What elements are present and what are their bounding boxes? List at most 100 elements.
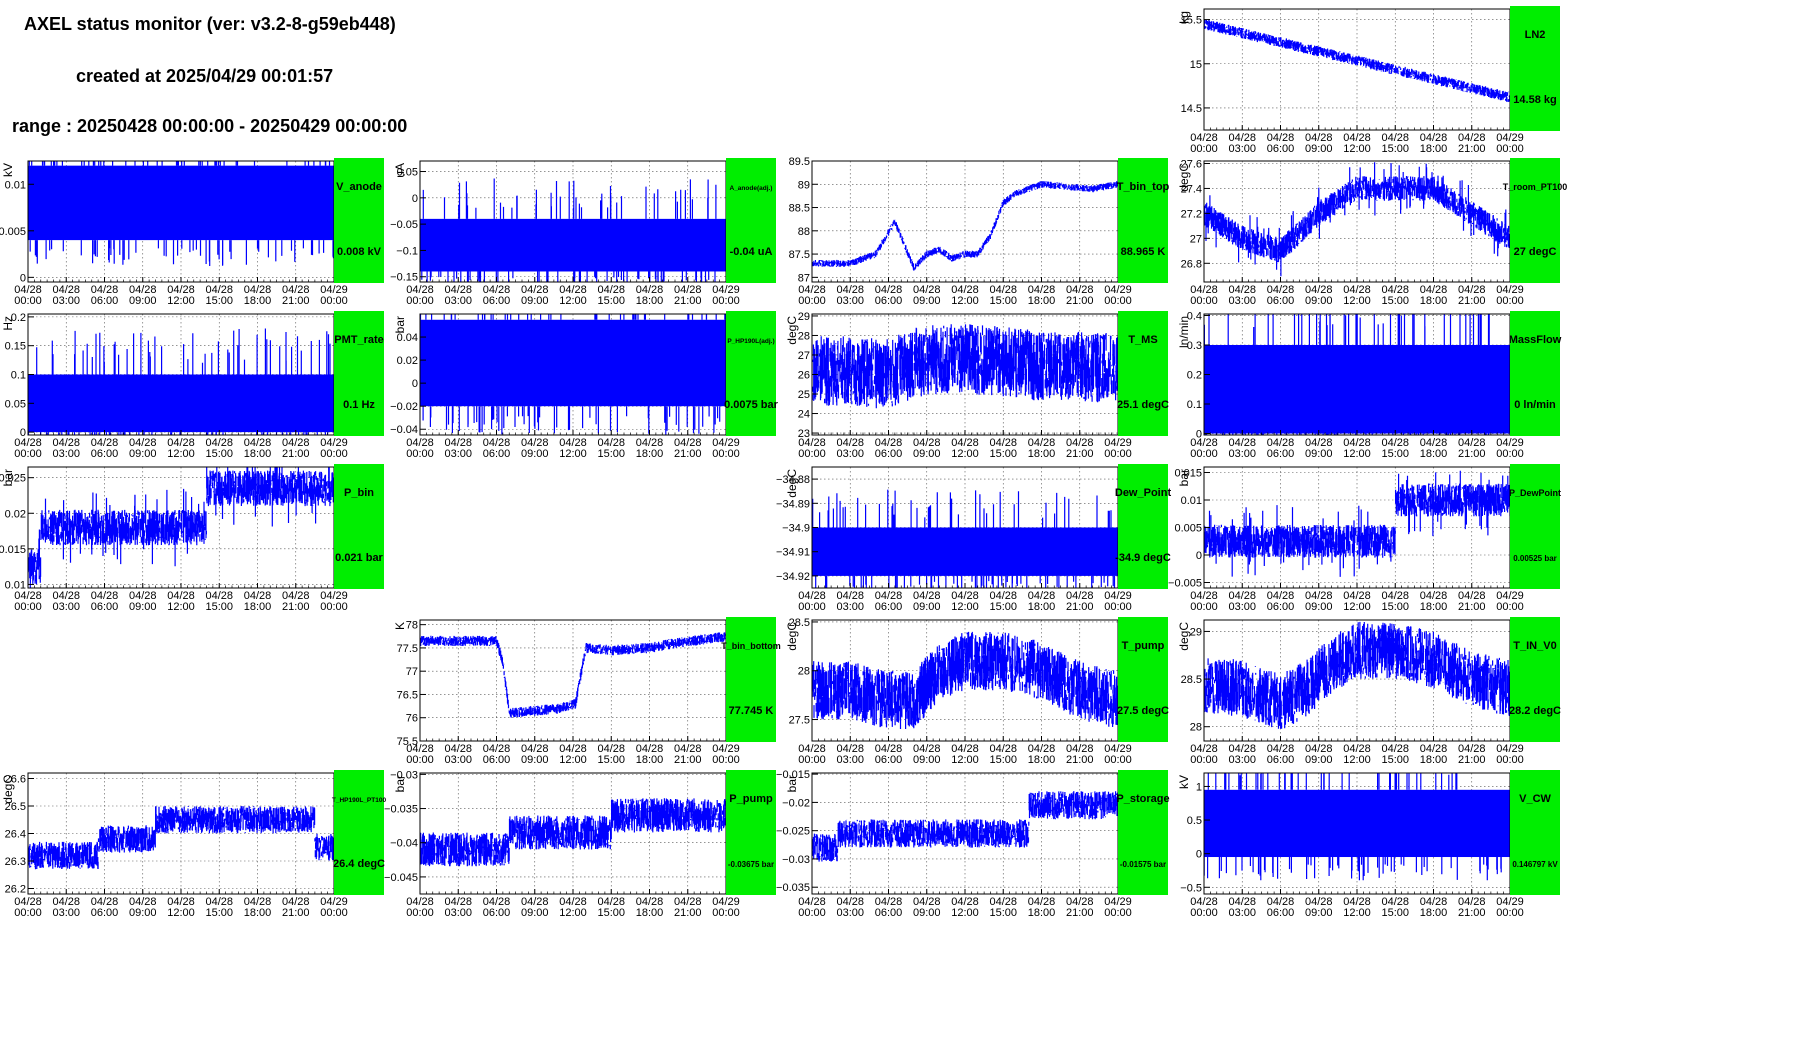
- series-p-storage: [812, 791, 1118, 862]
- x-tick-time: 00:00: [1190, 143, 1218, 155]
- x-tick-date: 04/28: [52, 896, 80, 908]
- x-tick-time: 06:00: [875, 295, 903, 307]
- x-tick-time: 03:00: [444, 448, 472, 460]
- x-tick-time: 00:00: [320, 295, 348, 307]
- y-tick-label: 0.05: [5, 398, 26, 410]
- x-tick-date: 04/28: [1420, 284, 1448, 296]
- x-tick-date: 04/28: [1343, 896, 1371, 908]
- x-tick-time: 00:00: [798, 448, 826, 460]
- x-tick-date: 04/28: [875, 743, 903, 755]
- x-tick-date: 04/28: [14, 284, 42, 296]
- x-tick-time: 15:00: [1381, 754, 1409, 766]
- y-tick-label: 0: [412, 378, 418, 390]
- x-tick-date: 04/28: [1305, 437, 1333, 449]
- x-tick-time: 18:00: [636, 907, 664, 919]
- x-tick-date: 04/29: [320, 284, 348, 296]
- x-tick-date: 04/28: [1190, 132, 1218, 144]
- y-tick-label: 0: [1196, 550, 1202, 562]
- x-tick-date: 04/28: [1381, 743, 1409, 755]
- x-tick-time: 06:00: [483, 907, 511, 919]
- x-tick-date: 04/28: [521, 743, 549, 755]
- info-box: [334, 311, 384, 436]
- x-tick-date: 04/28: [1228, 743, 1256, 755]
- x-tick-date: 04/28: [1343, 590, 1371, 602]
- x-tick-date: 04/28: [1305, 743, 1333, 755]
- x-tick-date: 04/28: [1028, 743, 1056, 755]
- grid-lines: [27, 773, 335, 894]
- x-tick-date: 04/28: [52, 437, 80, 449]
- panel-p-storage: 04/28 00:00 04/28 03:00 04/28 06:00 04/28 09:00…: [776, 769, 1232, 945]
- x-tick-date: 04/29: [320, 590, 348, 602]
- x-tick-time: 03:00: [1228, 601, 1256, 613]
- x-tick-time: 00:00: [1190, 448, 1218, 460]
- x-tick-time: 00:00: [712, 295, 740, 307]
- x-tick-time: 18:00: [1028, 448, 1056, 460]
- x-tick-time: 21:00: [1458, 143, 1486, 155]
- x-tick-time: 00:00: [320, 601, 348, 613]
- y-tick-label: 0.01: [1181, 495, 1202, 507]
- chart-p-dewpoint: 04/2800:0004/2803:0004/2806:0004/2809:00…: [1168, 464, 1561, 613]
- x-tick-date: 04/28: [244, 284, 272, 296]
- x-tick-date: 04/28: [951, 284, 979, 296]
- x-tick-date: 04/28: [483, 284, 511, 296]
- x-tick-date: 04/28: [483, 437, 511, 449]
- x-tick-time: 09:00: [913, 295, 941, 307]
- x-tick-time: 12:00: [951, 295, 979, 307]
- x-tick-date: 04/28: [129, 590, 157, 602]
- info-box: [1118, 770, 1168, 895]
- chart-p-hp190l-adj: 04/2800:0004/2803:0004/2806:0004/2809:00…: [390, 311, 779, 460]
- x-tick-date: 04/28: [1267, 743, 1295, 755]
- x-tick-date: 04/28: [913, 590, 941, 602]
- chart-p-storage: 04/2800:0004/2803:0004/2806:0004/2809:00…: [776, 769, 1170, 919]
- x-tick-time: 21:00: [674, 754, 702, 766]
- x-tick-date: 04/29: [712, 284, 740, 296]
- info-box: [1510, 158, 1560, 283]
- x-tick-date: 04/28: [282, 437, 310, 449]
- x-tick-time: 12:00: [1343, 907, 1371, 919]
- y-tick-label: 28.5: [789, 617, 810, 629]
- y-tick-label: −0.5: [1180, 882, 1202, 894]
- y-tick-label: 27.5: [789, 715, 810, 727]
- x-tick-date: 04/28: [1267, 590, 1295, 602]
- x-tick-time: 03:00: [836, 907, 864, 919]
- x-tick-date: 04/28: [1381, 590, 1409, 602]
- x-tick-time: 03:00: [1228, 295, 1256, 307]
- x-tick-time: 09:00: [129, 295, 157, 307]
- x-tick-time: 21:00: [674, 448, 702, 460]
- x-tick-time: 18:00: [1028, 601, 1056, 613]
- series-p-hp190l-adj: [420, 314, 726, 435]
- y-tick-label: −0.1: [396, 245, 418, 257]
- info-box: [334, 770, 384, 895]
- x-tick-date: 04/28: [559, 284, 587, 296]
- series-a-anode-adj-band: [420, 218, 726, 272]
- info-box: [1118, 617, 1168, 742]
- x-tick-date: 04/28: [1458, 437, 1486, 449]
- x-tick-time: 18:00: [1420, 907, 1448, 919]
- y-tick-label: 0.04: [397, 332, 418, 344]
- x-tick-date: 04/28: [1343, 132, 1371, 144]
- x-tick-date: 04/28: [836, 590, 864, 602]
- channel-name: T_room_PT100: [1503, 182, 1568, 192]
- x-tick-time: 09:00: [1305, 754, 1333, 766]
- y-axis-label: degC: [785, 316, 799, 345]
- x-tick-time: 12:00: [167, 448, 195, 460]
- current-value: 26.4 degC: [333, 858, 385, 870]
- y-tick-label: 29: [1190, 626, 1202, 638]
- x-tick-date: 04/28: [798, 896, 826, 908]
- x-tick-time: 00:00: [406, 448, 434, 460]
- x-tick-time: 03:00: [836, 754, 864, 766]
- x-tick-time: 00:00: [798, 601, 826, 613]
- x-tick-date: 04/28: [1190, 590, 1218, 602]
- x-tick-time: 12:00: [559, 448, 587, 460]
- y-tick-label: 26.8: [1181, 258, 1202, 270]
- x-tick-time: 00:00: [712, 754, 740, 766]
- series-dew-point-band: [812, 527, 1118, 576]
- y-tick-label: 27.4: [1181, 183, 1202, 195]
- x-tick-date: 04/28: [1343, 284, 1371, 296]
- x-tick-date: 04/28: [205, 896, 233, 908]
- channel-name: T_IN_V0: [1513, 640, 1556, 652]
- info-box: [1118, 311, 1168, 436]
- y-tick-label: 0.2: [1187, 370, 1202, 382]
- y-tick-label: 26.3: [5, 856, 26, 868]
- x-tick-date: 04/28: [1066, 437, 1094, 449]
